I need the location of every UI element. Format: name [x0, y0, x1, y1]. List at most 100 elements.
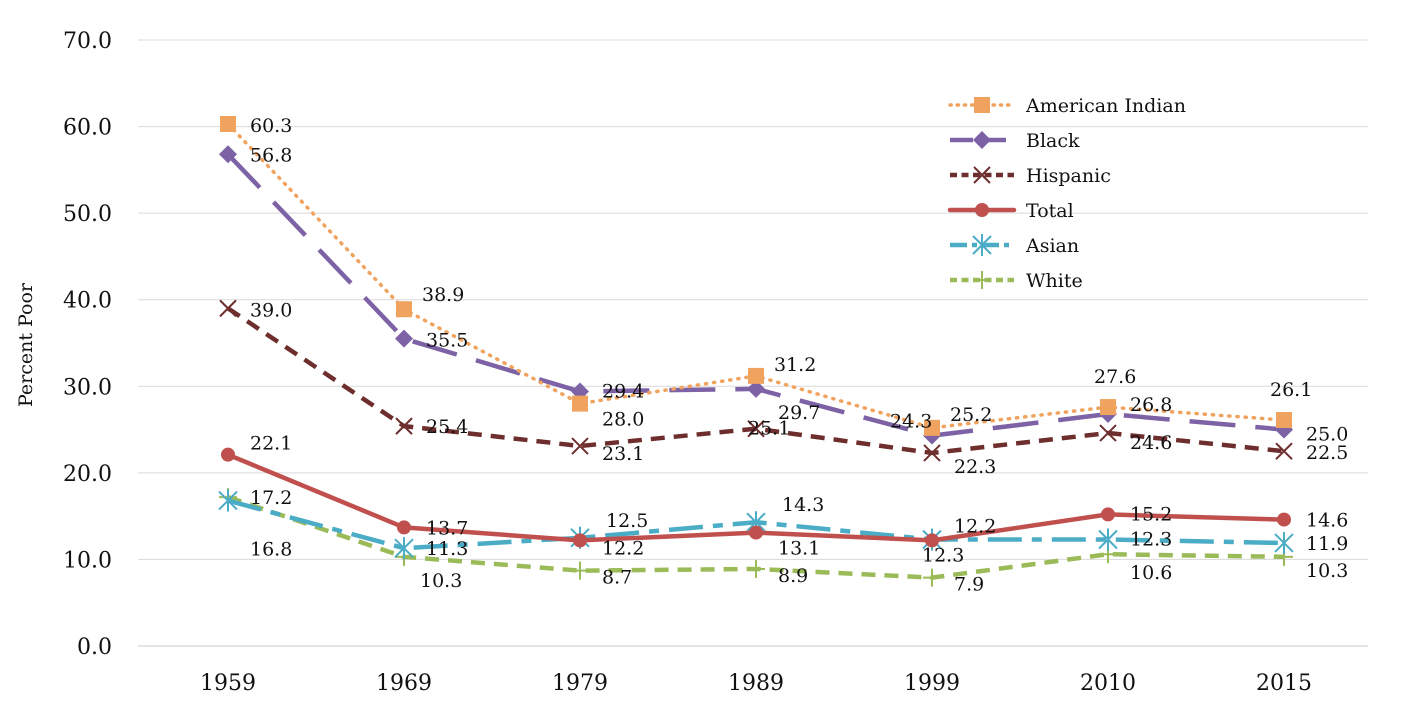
data-point-asian: [394, 537, 414, 560]
data-label-hispanic: 23.1: [602, 443, 644, 465]
x-tick-label: 1969: [376, 671, 432, 696]
x-tick-label: 2010: [1080, 671, 1136, 696]
data-label-white: 10.3: [420, 570, 462, 592]
data-point-white: [747, 559, 765, 578]
legend: American Indian Black Hispanic Total Asian Wh…: [947, 95, 1186, 292]
data-point-black: [747, 379, 765, 398]
data-label-asian: 16.8: [250, 539, 292, 561]
legend-marker: [973, 166, 991, 184]
data-point-black: [395, 329, 413, 348]
y-tick-label: 10.0: [63, 548, 112, 573]
data-label-black: 29.4: [602, 380, 644, 402]
data-point-total: [397, 520, 411, 535]
legend-label: Asian: [1025, 235, 1079, 257]
data-point-american-indian: [220, 115, 236, 132]
data-label-white: 7.9: [954, 574, 984, 596]
data-point-white: [571, 561, 589, 580]
data-point-total: [1277, 512, 1291, 527]
y-axis-title: Percent Poor: [15, 282, 37, 407]
data-labels: 60.3 38.9 28.0 31.2 25.2 27.6 26.1 56.8 35.5 29.4…: [250, 115, 1348, 596]
data-label-black: 25.0: [1306, 424, 1348, 446]
data-label-total: 15.2: [1130, 503, 1172, 525]
data-label-asian: 11.3: [426, 538, 468, 560]
data-label-american-indian: 28.0: [602, 409, 644, 431]
data-label-white: 8.9: [778, 565, 808, 587]
data-point-asian: [1098, 528, 1118, 551]
series-hispanic: [219, 299, 1293, 462]
data-label-total: 22.1: [250, 433, 292, 455]
data-point-white: [923, 568, 941, 587]
data-label-american-indian: 27.6: [1094, 366, 1136, 388]
series-total: [221, 447, 1291, 548]
x-tick-label: 1989: [728, 671, 784, 696]
data-label-hispanic: 25.4: [426, 416, 468, 438]
data-point-asian: [218, 489, 238, 512]
data-label-white: 8.7: [602, 567, 632, 589]
data-point-american-indian: [396, 301, 412, 318]
y-tick-label: 50.0: [63, 202, 112, 227]
legend-marker: [973, 271, 991, 289]
data-label-total: 13.7: [426, 517, 468, 539]
data-point-black: [219, 145, 237, 164]
data-point-hispanic: [747, 419, 765, 438]
y-tick-label: 20.0: [63, 462, 112, 487]
y-tick-label: 40.0: [63, 289, 112, 314]
data-point-american-indian: [924, 419, 940, 436]
data-label-hispanic: 22.3: [954, 456, 996, 478]
legend-marker: [972, 234, 992, 256]
y-tick-label: 70.0: [63, 29, 112, 54]
series-american-indian: [220, 115, 1292, 436]
data-label-asian: 12.3: [922, 545, 964, 567]
data-label-american-indian: 38.9: [422, 284, 464, 306]
data-point-hispanic: [395, 417, 413, 435]
data-point-american-indian: [572, 395, 588, 412]
data-label-black: 56.8: [250, 144, 292, 166]
data-label-asian: 11.9: [1306, 533, 1348, 555]
data-point-hispanic: [1099, 424, 1117, 442]
legend-label: Hispanic: [1026, 165, 1111, 187]
data-point-total: [221, 447, 235, 462]
data-label-hispanic: 39.0: [250, 299, 292, 321]
y-tick-label: 0.0: [77, 635, 112, 660]
axes: Percent Poor 0.0 10.0 20.0 30.0 40.0 50.0 60.0…: [15, 29, 1312, 696]
data-label-total: 13.1: [778, 538, 820, 560]
legend-label: American Indian: [1025, 95, 1186, 117]
data-point-hispanic: [923, 444, 941, 462]
data-label-american-indian: 25.2: [950, 404, 992, 426]
legend-label: Total: [1026, 200, 1074, 222]
data-label-total: 12.2: [602, 537, 644, 559]
legend-item-black: Black: [950, 130, 1080, 152]
y-tick-label: 60.0: [63, 116, 112, 141]
legend-label: White: [1026, 270, 1083, 292]
x-tick-label: 2015: [1256, 671, 1312, 696]
data-point-total: [749, 525, 763, 540]
data-label-hispanic: 25.1: [748, 418, 790, 440]
x-tick-label: 1979: [552, 671, 608, 696]
data-point-american-indian: [748, 367, 764, 384]
legend-marker: [974, 97, 990, 113]
data-point-asian: [1274, 531, 1294, 554]
legend-item-american-indian: American Indian: [948, 95, 1186, 117]
data-label-black: 26.8: [1130, 394, 1172, 416]
data-point-total: [573, 533, 587, 548]
data-label-asian: 12.3: [1130, 529, 1172, 551]
data-point-american-indian: [1276, 412, 1292, 429]
data-label-black: 35.5: [426, 330, 468, 352]
data-label-american-indian: 31.2: [774, 354, 816, 376]
data-label-black: 29.7: [778, 402, 820, 424]
legend-item-white: White: [950, 270, 1083, 292]
data-label-american-indian: 26.1: [1270, 379, 1312, 401]
x-tick-label: 1959: [200, 671, 256, 696]
legend-marker: [973, 131, 991, 149]
data-label-asian: 12.5: [606, 510, 648, 532]
legend-marker: [975, 203, 989, 217]
data-label-white: 10.3: [1306, 560, 1348, 582]
data-label-black: 24.3: [890, 411, 932, 433]
data-label-total: 14.6: [1306, 510, 1348, 532]
data-point-total: [925, 533, 939, 548]
data-label-total: 12.2: [954, 515, 996, 537]
legend-item-asian: Asian: [950, 234, 1079, 257]
series-lines: [218, 115, 1294, 587]
